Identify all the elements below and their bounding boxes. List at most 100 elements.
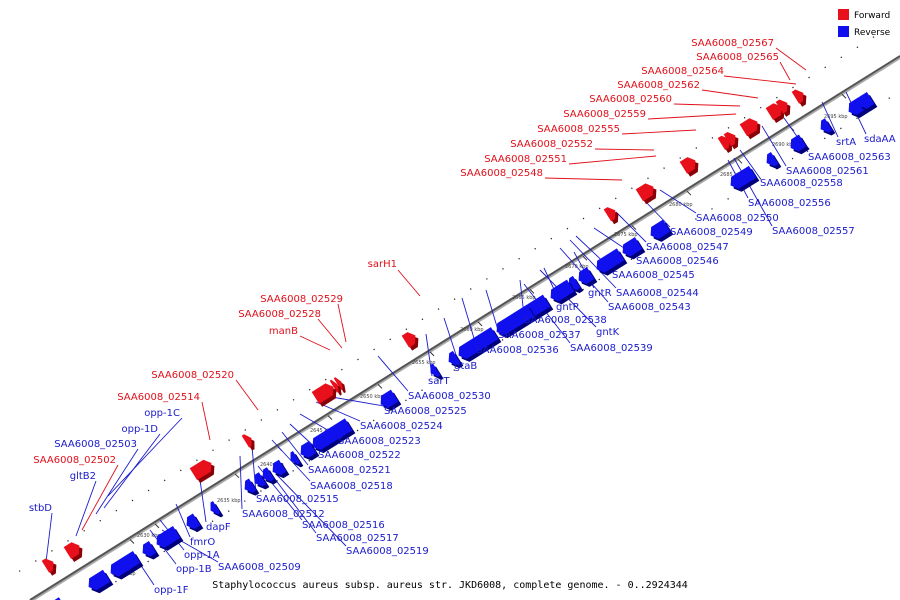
reverse-gene[interactable] [300,440,320,461]
reverse-gene[interactable] [186,513,204,532]
forward-gene[interactable] [329,379,342,396]
gene-label[interactable]: SAA6008_02552 [510,139,593,150]
gene-label[interactable]: SAA6008_02564 [641,66,724,77]
gene-label[interactable]: SAA6008_02563 [808,152,891,163]
gene-label[interactable]: gtaB [454,361,477,372]
gene-label[interactable]: SAA6008_02559 [563,109,646,120]
reverse-gene[interactable] [312,418,356,454]
gene-label[interactable]: SAA6008_02519 [346,546,429,557]
gene-label[interactable]: sarT [428,376,450,387]
gene-label[interactable]: gntK [596,327,620,338]
forward-gene[interactable] [739,118,761,140]
reverse-gene[interactable] [596,248,628,276]
reverse-gene[interactable] [244,478,260,496]
reverse-gene[interactable] [766,152,782,170]
reverse-gene[interactable] [254,472,270,490]
gene-label[interactable]: SAA6008_02509 [218,562,301,573]
gene-label[interactable]: SAA6008_02562 [617,80,700,91]
gene-label[interactable]: SAA6008_02520 [151,370,234,381]
gene-label[interactable]: SAA6008_02561 [786,166,869,177]
gene-label[interactable]: SAA6008_02546 [636,256,719,267]
gene-label[interactable]: sdaAA [864,134,896,145]
gene-label[interactable]: SAA6008_02529 [260,294,343,305]
gene-label[interactable]: SAA6008_02557 [772,226,855,237]
gene-label[interactable]: SAA6008_02550 [696,213,779,224]
gene-label[interactable]: SAA6008_02512 [242,509,325,520]
reverse-gene[interactable] [550,279,578,305]
reverse-gene[interactable] [458,327,502,362]
gene-label[interactable]: SAA6008_02545 [612,270,695,281]
forward-gene[interactable] [791,89,807,107]
gene-label[interactable]: SAA6008_02565 [696,52,779,63]
gene-label[interactable]: SAA6008_02515 [256,494,339,505]
gene-label[interactable]: SAA6008_02555 [537,124,620,135]
gene-label[interactable]: opp-1D [122,424,159,435]
forward-gene[interactable] [775,99,791,117]
forward-gene[interactable] [311,383,337,407]
reverse-gene[interactable] [448,350,464,369]
forward-gene[interactable] [603,207,619,225]
reverse-gene[interactable] [380,389,402,411]
gene-label[interactable]: SAA6008_02547 [646,242,729,253]
gene-label[interactable]: fmrO [190,537,215,548]
forward-gene[interactable] [41,558,57,576]
reverse-gene[interactable] [262,467,278,485]
reverse-gene[interactable] [210,500,224,518]
gene-label[interactable]: opp-1B [176,564,212,575]
reverse-gene[interactable] [730,165,760,192]
gene-label[interactable]: SAA6008_02539 [570,343,653,354]
reverse-gene[interactable] [858,92,878,112]
gene-label[interactable]: SAA6008_02548 [460,168,543,179]
gene-label[interactable]: SAA6008_02560 [589,94,672,105]
reverse-gene[interactable] [272,459,290,479]
gene-label[interactable]: SAA6008_02517 [316,533,399,544]
gene-label[interactable]: sarH1 [368,259,397,270]
reverse-gene[interactable] [290,450,304,468]
gene-label[interactable]: SAA6008_02543 [608,302,691,313]
gene-label[interactable]: gntR [588,288,612,299]
gene-label[interactable]: SAA6008_02521 [308,465,391,476]
gene-label[interactable]: SAA6008_02556 [748,198,831,209]
gene-label[interactable]: opp-1F [154,585,189,596]
forward-gene[interactable] [241,434,255,451]
forward-gene[interactable] [63,542,83,562]
gene-label[interactable]: SAA6008_02502 [33,455,116,466]
gene-label[interactable]: manB [269,326,298,337]
gene-label[interactable]: dapF [206,522,231,533]
reverse-gene[interactable] [142,540,160,560]
reverse-gene[interactable] [820,118,836,136]
reverse-gene[interactable] [110,550,144,580]
gene-label[interactable]: SAA6008_02524 [360,421,443,432]
reverse-gene[interactable] [156,525,184,551]
gene-label[interactable]: SAA6008_02525 [384,406,467,417]
gene-label[interactable]: opp-1A [184,550,220,561]
reverse-gene[interactable] [526,294,554,320]
gene-label[interactable]: SAA6008_02538 [524,315,607,326]
gene-label[interactable]: srtA [836,137,856,148]
gene-label[interactable]: SAA6008_02567 [691,38,774,49]
gene-label[interactable]: gntP [556,302,579,313]
gene-label[interactable]: SAA6008_02514 [117,392,200,403]
reverse-gene[interactable] [650,219,674,242]
gene-label[interactable]: SAA6008_02558 [760,178,843,189]
forward-gene[interactable] [333,377,346,394]
gene-label[interactable]: SAA6008_02544 [616,288,699,299]
gene-label[interactable]: SAA6008_02523 [338,436,421,447]
gene-label[interactable]: SAA6008_02503 [54,439,137,450]
gene-label[interactable]: stbD [29,503,52,514]
gene-label[interactable]: SAA6008_02522 [318,450,401,461]
forward-gene[interactable] [765,103,785,124]
forward-gene[interactable] [401,332,419,351]
gene-label[interactable]: SAA6008_02537 [498,330,581,341]
reverse-gene[interactable] [578,267,598,287]
gene-label[interactable]: opp-1C [144,408,180,419]
forward-gene[interactable] [189,459,215,484]
gene-label[interactable]: SAA6008_02549 [670,227,753,238]
reverse-gene[interactable] [790,134,810,155]
reverse-gene[interactable] [848,97,870,119]
reverse-gene[interactable] [430,363,444,380]
gene-label[interactable]: SAA6008_02518 [310,481,393,492]
reverse-gene[interactable] [622,237,646,260]
reverse-gene[interactable] [496,304,538,339]
gene-label[interactable]: SAA6008_02528 [238,309,321,320]
